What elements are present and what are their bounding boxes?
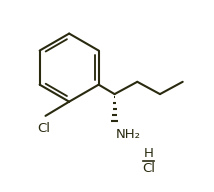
Text: NH₂: NH₂ <box>116 128 141 141</box>
Text: H: H <box>144 147 154 160</box>
Text: Cl: Cl <box>142 162 155 175</box>
Text: Cl: Cl <box>37 122 50 135</box>
